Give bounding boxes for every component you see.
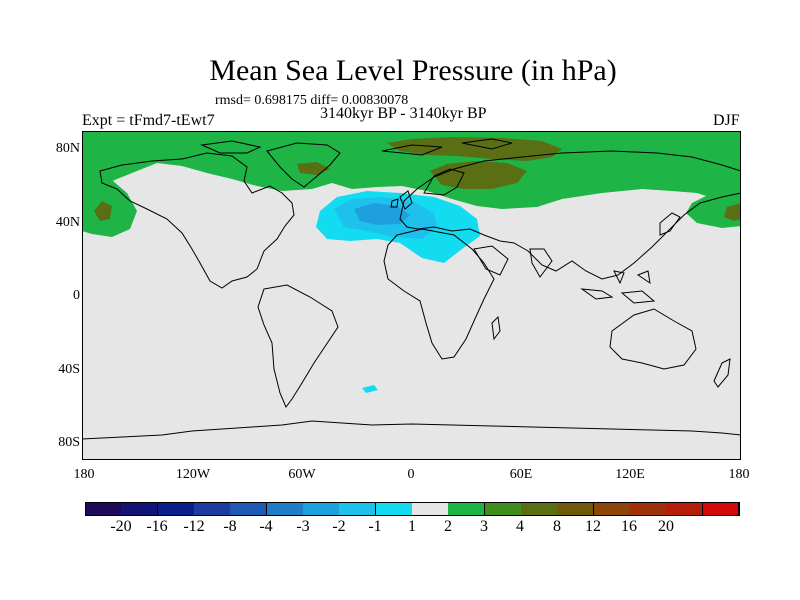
colorbar-label: 2 — [444, 518, 452, 535]
map-panel — [82, 131, 741, 460]
lon-label-120e: 120E — [615, 467, 645, 482]
negative-anomaly-core — [354, 203, 410, 225]
colorbar-label: 16 — [621, 518, 637, 535]
colorbar-label: -3 — [296, 518, 310, 535]
lat-label-40n: 40N — [55, 215, 80, 230]
coastlines — [82, 138, 741, 440]
positive-anomaly-core — [724, 203, 741, 221]
coastline-north-america — [99, 152, 295, 289]
coastline-eurasia — [399, 150, 741, 280]
map-frame — [82, 131, 741, 460]
coastline-africa — [383, 228, 495, 360]
lat-label-80n: 80N — [55, 141, 80, 156]
coastline-south-america — [257, 284, 339, 408]
positive-anomaly-region — [82, 171, 137, 237]
positive-anomaly-core — [430, 161, 527, 189]
lat-label-80s: 80S — [58, 435, 80, 450]
lon-label-60w: 60W — [288, 467, 316, 482]
lon-label-60e: 60E — [509, 467, 533, 482]
coastline-arctic-islands — [200, 138, 513, 156]
coastline-british-isles — [390, 190, 413, 210]
colorbar-label: -20 — [110, 518, 132, 535]
colorbar-label: 20 — [658, 518, 674, 535]
colorbar-label: 1 — [408, 518, 416, 535]
coastline-se-asia-islands — [580, 270, 656, 304]
colorbar-label: 3 — [480, 518, 488, 535]
positive-anomaly-core — [387, 137, 562, 161]
colorbar — [85, 502, 740, 516]
lon-label-180w: 180 — [73, 467, 95, 482]
colorbar-label: -12 — [183, 518, 205, 535]
period-subtitle: 3140kyr BP - 3140kyr BP — [320, 105, 487, 122]
coastline-antarctica — [82, 420, 741, 440]
coastline-greenland — [266, 142, 341, 188]
lat-label-40s: 40S — [58, 362, 80, 377]
season-label: DJF — [713, 112, 740, 129]
colorbar-label: 12 — [585, 518, 601, 535]
negative-anomaly-region — [362, 385, 378, 393]
colorbar-label: 8 — [553, 518, 561, 535]
colorbar-label: -4 — [259, 518, 273, 535]
coastline-new-zealand — [713, 358, 731, 388]
colorbar-frame — [85, 502, 739, 516]
positive-anomaly-region — [82, 131, 741, 209]
coastline-japan — [659, 212, 681, 236]
lat-label-eq: 0 — [73, 288, 80, 303]
colorbar-label: -8 — [223, 518, 237, 535]
colorbar-label: -16 — [146, 518, 168, 535]
lon-label-120w: 120W — [175, 467, 211, 482]
coastline-madagascar — [491, 315, 501, 341]
plot-title: Mean Sea Level Pressure (in hPa) — [209, 54, 617, 87]
positive-anomaly-core — [94, 201, 112, 221]
colorbar-swatch — [702, 502, 740, 516]
coastline-australia — [609, 308, 697, 370]
coastline-arabia-india — [473, 245, 553, 278]
stats-subtitle: rmsd= 0.698175 diff= 0.00830078 — [215, 93, 409, 108]
lon-label-0: 0 — [407, 467, 415, 482]
experiment-label: Expt = tFmd7-tEwt7 — [82, 112, 215, 129]
colorbar-label: 4 — [516, 518, 524, 535]
lon-label-180e: 180 — [728, 467, 750, 482]
coastline-scandinavia — [423, 168, 465, 196]
colorbar-label: -2 — [332, 518, 346, 535]
colorbar-label: -1 — [368, 518, 382, 535]
